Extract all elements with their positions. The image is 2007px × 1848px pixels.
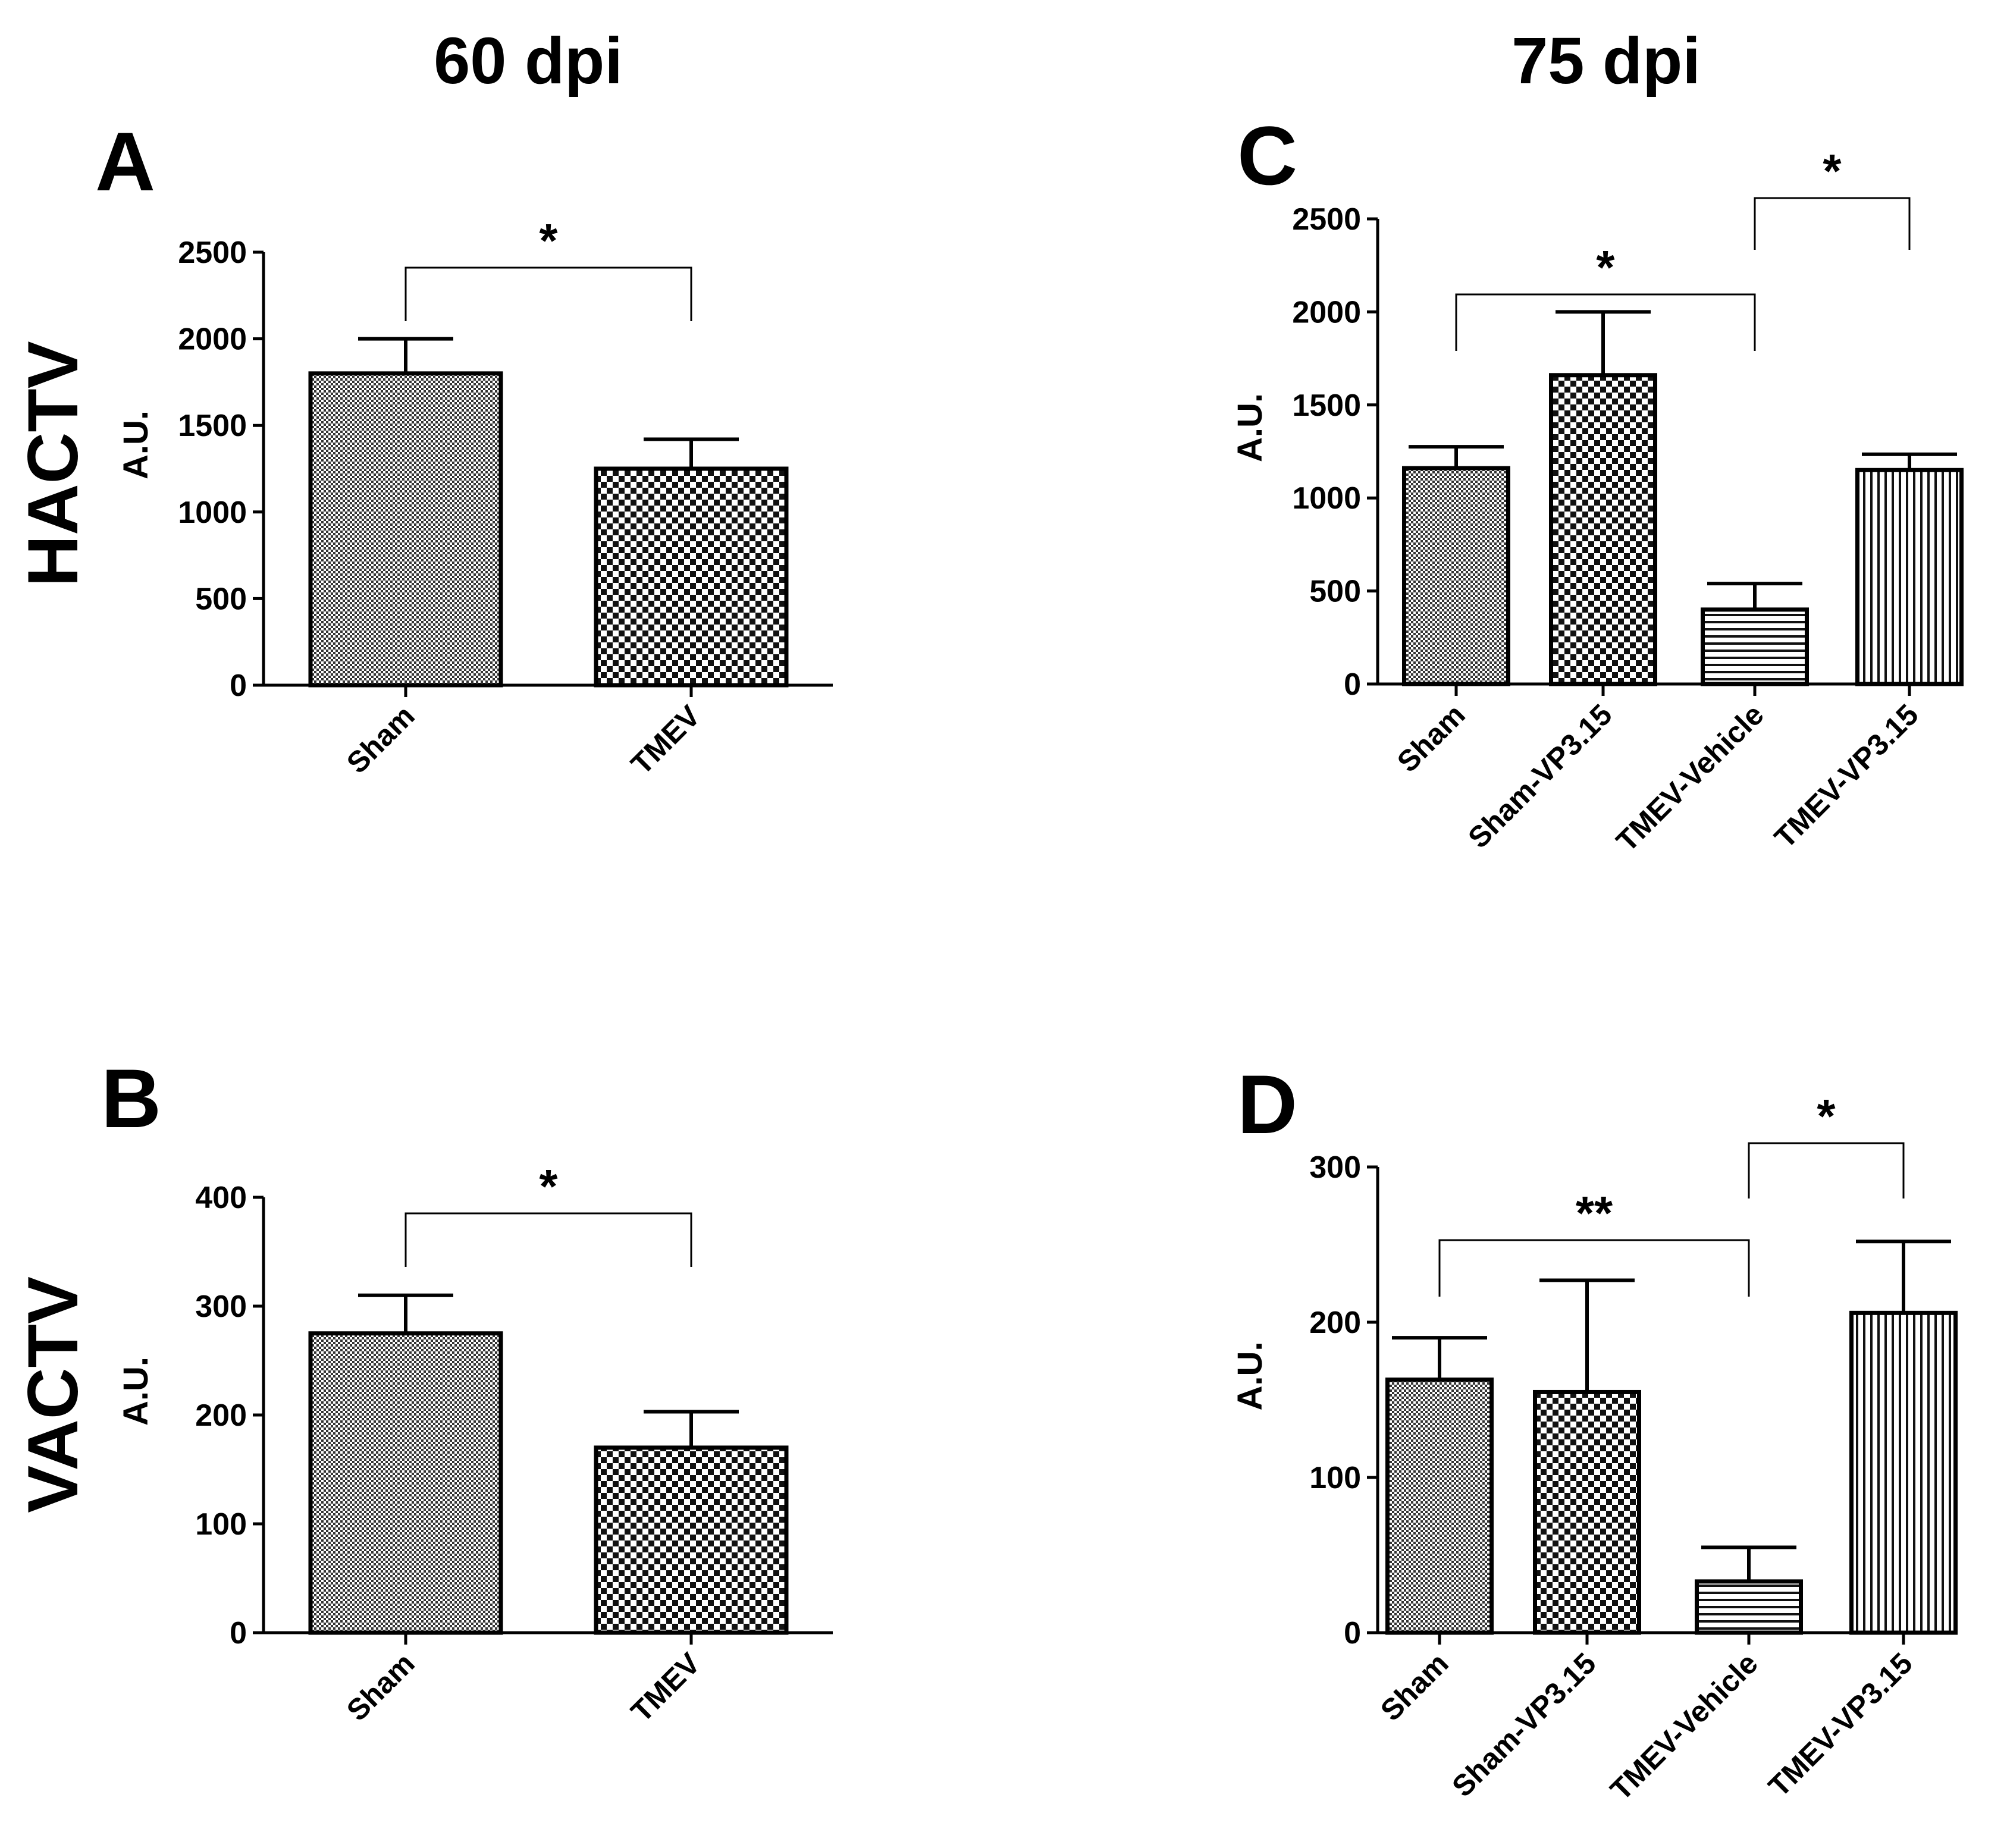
- row-label-hactv: HACTV: [13, 341, 93, 586]
- x-tick-label: Sham: [340, 699, 421, 780]
- y-tick-label: 1500: [1292, 388, 1361, 423]
- bar-sham-vp3-15: [1549, 373, 1657, 686]
- significance-bracket: [1455, 293, 1756, 351]
- y-tick-label: 100: [195, 1507, 247, 1542]
- significance-bracket: [1754, 197, 1911, 250]
- significance-label: **: [1576, 1187, 1613, 1240]
- significance-label: *: [539, 214, 558, 267]
- y-tick-label: 1000: [178, 495, 247, 530]
- x-tick-label: Sham: [1374, 1646, 1455, 1727]
- panel-label: B: [101, 1052, 161, 1145]
- y-tick-label: 2000: [1292, 295, 1361, 330]
- row-label-vactv: VACTV: [13, 1276, 93, 1513]
- bar-tmev-vehicle: [1701, 607, 1809, 686]
- bar-sham-vp3-15: [1533, 1389, 1641, 1635]
- significance-label: *: [539, 1160, 558, 1213]
- y-tick-label: 300: [1309, 1150, 1361, 1185]
- bar-tmev-vp3-15: [1849, 1310, 1958, 1635]
- y-tick-label: 200: [1309, 1306, 1361, 1340]
- x-tick-label: Sham: [340, 1646, 421, 1727]
- y-tick-label: 2000: [178, 322, 247, 357]
- header-60dpi: 60 dpi: [434, 24, 623, 98]
- chart-panel-b: B 0 100 200 300 400 A.U. Sham TMEV *: [101, 1052, 833, 1728]
- bar-sham: [1385, 1378, 1494, 1635]
- significance-bracket: [404, 1212, 692, 1267]
- significance-label: *: [1823, 145, 1842, 197]
- x-tick-label: Sham-VP3.15: [1462, 698, 1619, 855]
- y-tick-label: 0: [230, 669, 247, 703]
- y-tick-label: 1500: [178, 409, 247, 443]
- header-75dpi: 75 dpi: [1511, 24, 1701, 98]
- x-tick-label: TMEV-Vehicle: [1610, 698, 1770, 858]
- bar-tmev-vp3-15: [1855, 468, 1964, 686]
- y-tick-label: 200: [195, 1398, 247, 1433]
- y-tick-label: 500: [1309, 575, 1361, 609]
- bar-tmev-vehicle: [1695, 1579, 1803, 1635]
- bar-tmev: [594, 466, 789, 688]
- x-tick-label: Sham: [1391, 698, 1472, 779]
- y-tick-label: 400: [195, 1181, 247, 1215]
- y-axis-label: A.U.: [1231, 393, 1269, 462]
- significance-label: *: [1596, 241, 1615, 294]
- y-tick-label: 0: [1344, 667, 1361, 702]
- x-tick-label: TMEV-VP3.15: [1768, 698, 1925, 855]
- x-tick-label: TMEV: [625, 1646, 707, 1728]
- y-tick-label: 0: [1344, 1616, 1361, 1651]
- y-tick-label: 300: [195, 1289, 247, 1324]
- x-tick-label: Sham-VP3.15: [1445, 1646, 1603, 1803]
- y-tick-label: 500: [195, 582, 247, 616]
- y-tick-label: 2500: [178, 236, 247, 270]
- x-tick-label: TMEV: [625, 699, 707, 781]
- panel-label: C: [1237, 109, 1297, 202]
- chart-panel-a: A 0 500 1000 1500 2000 2500 A.U. Sham TMEV *: [95, 115, 833, 781]
- bar-sham: [308, 1331, 503, 1635]
- y-tick-label: 2500: [1292, 202, 1361, 237]
- significance-bracket: [1748, 1142, 1905, 1198]
- x-tick-label: TMEV-VP3.15: [1762, 1646, 1919, 1803]
- bar-sham: [1402, 466, 1510, 686]
- y-axis-label: A.U.: [1231, 1342, 1269, 1411]
- significance-bracket: [1438, 1239, 1750, 1297]
- y-tick-label: 1000: [1292, 481, 1361, 516]
- significance-bracket: [404, 266, 692, 321]
- significance-label: *: [1817, 1090, 1836, 1143]
- bar-sham: [308, 371, 503, 688]
- chart-panel-c: C 0 500 1000 1500 2000 2500 A.U. ShamSham-VP3.15…: [1231, 109, 1964, 858]
- y-axis-label: A.U.: [117, 410, 155, 479]
- panel-label: A: [95, 115, 155, 208]
- x-tick-label: TMEV-Vehicle: [1604, 1646, 1764, 1806]
- y-tick-label: 100: [1309, 1461, 1361, 1495]
- y-tick-label: 0: [230, 1616, 247, 1651]
- bar-tmev: [594, 1445, 789, 1635]
- y-axis-label: A.U.: [117, 1357, 155, 1426]
- panel-label: D: [1237, 1058, 1297, 1151]
